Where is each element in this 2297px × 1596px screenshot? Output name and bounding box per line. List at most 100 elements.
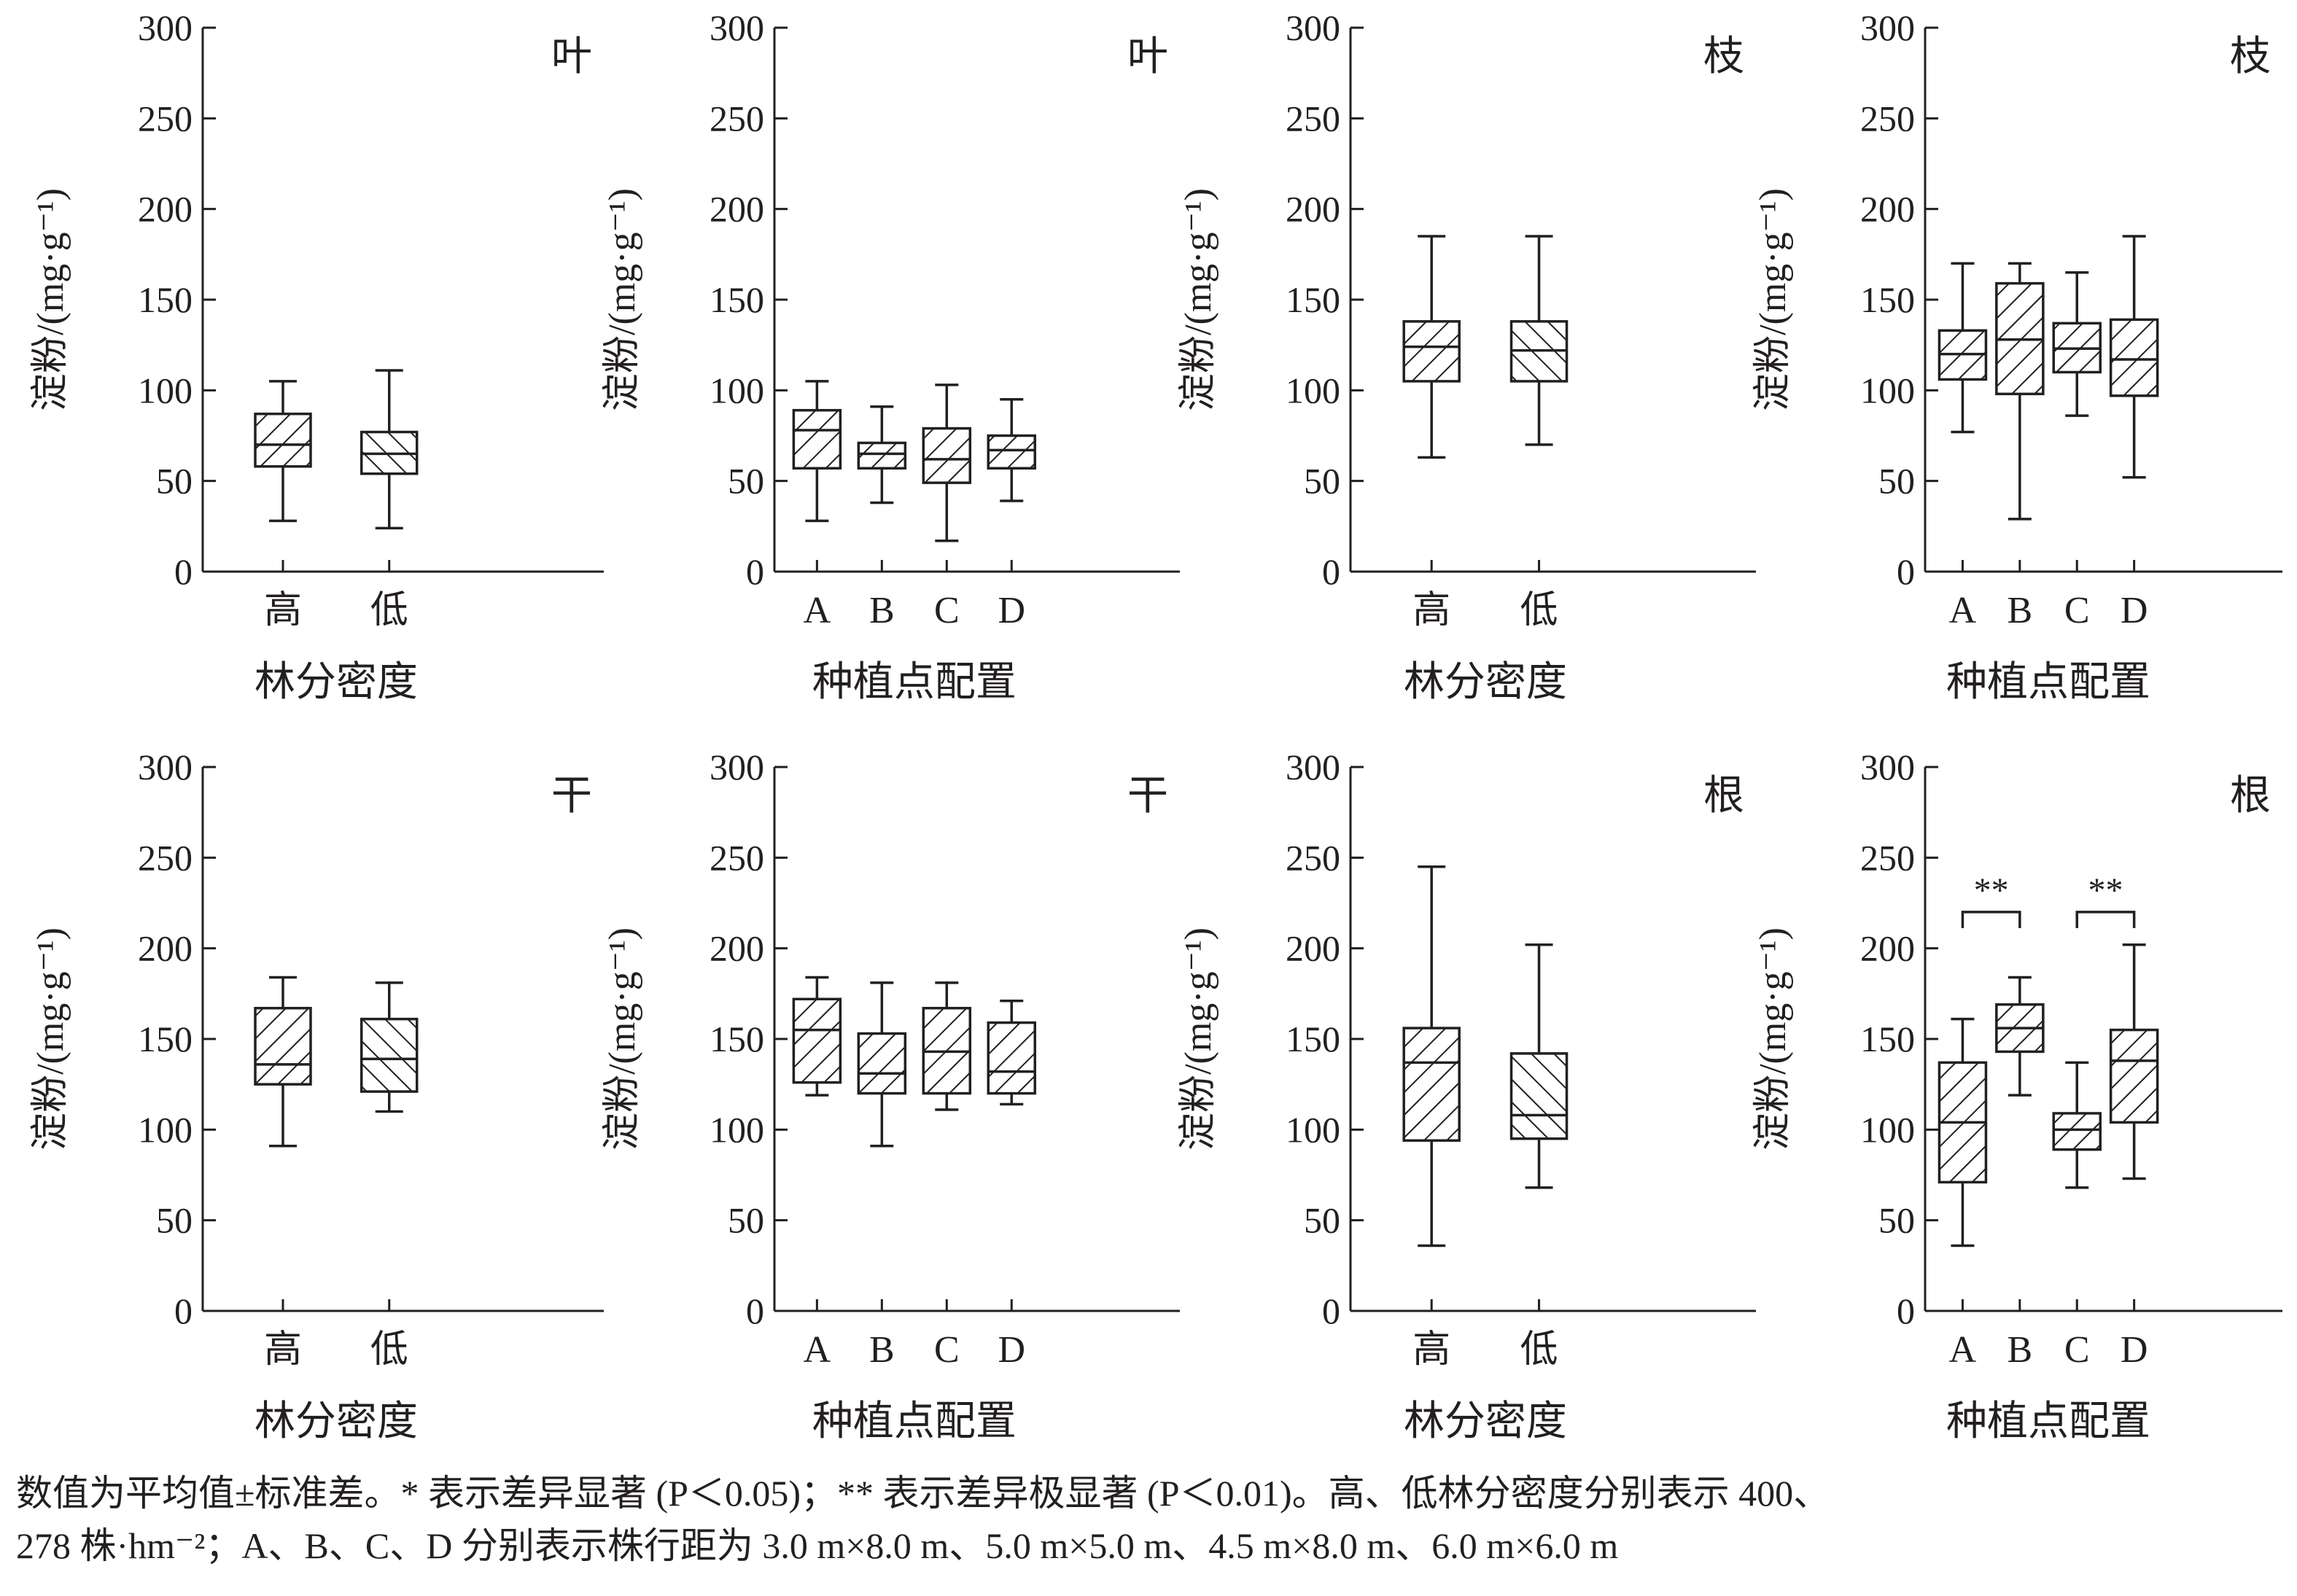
chart-panel-8: 0 50 100 150 200 250 300 淀粉/(mg·g⁻¹) 根 A B C D 种植点配置 *… [1752,747,2282,1444]
y-tick-label: 150 [138,279,193,320]
y-tick-label: 250 [710,98,764,139]
iqr-box [792,997,842,1084]
iqr-box [857,441,907,470]
box-A [1938,262,1988,434]
chart-panel-4: 0 50 100 150 200 250 300 淀粉/(mg·g⁻¹) 枝 A B C D 种植点配置 [1752,7,2282,705]
iqr-box [1402,320,1461,383]
chart-panel-3: 0 50 100 150 200 250 300 淀粉/(mg·g⁻¹) 枝高 低林分密度 [1178,7,1756,705]
panel-tag: 干 [1127,774,1168,819]
y-tick-label: 150 [710,279,764,320]
chart-panel-2: 0 50 100 150 200 250 300 淀粉/(mg·g⁻¹) 叶 A B C D 种植点配置 [602,7,1180,705]
x-category-label: D [998,590,1025,631]
x-axis-title: 种植点配置 [812,1399,1017,1444]
y-tick-label: 150 [1860,1019,1915,1059]
y-tick-label: 100 [1860,1109,1915,1150]
box-C [2052,270,2102,417]
y-axis-title: 淀粉/(mg·g⁻¹) [602,927,643,1151]
y-tick-label: 150 [138,1019,193,1059]
y-tick-label: 200 [1286,189,1340,230]
iqr-box [922,427,972,484]
box-B [857,981,907,1148]
x-category-label: C [2064,1329,2090,1371]
y-axis-title: 淀粉/(mg·g⁻¹) [30,927,71,1151]
y-tick-label: 50 [156,461,193,502]
iqr-box [2052,1112,2102,1151]
significance-bracket: ** [2075,871,2136,928]
y-tick-label: 150 [1286,1019,1340,1059]
x-category-label: A [1949,590,1977,631]
y-tick-label: 0 [746,1291,764,1331]
y-tick-label: 200 [1286,928,1340,969]
bracket-line [2075,911,2136,928]
panel-tag: 叶 [1127,34,1168,79]
panel-tag: 根 [1703,774,1744,819]
y-tick-label: 250 [1286,98,1340,139]
y-axis-title: 淀粉/(mg·g⁻¹) [30,188,71,411]
y-tick-label: 200 [710,928,764,969]
chart-panel-1: 0 50 100 150 200 250 300 淀粉/(mg·g⁻¹) 叶高 低林分密度 [30,7,604,705]
y-tick-label: 300 [138,747,193,787]
box-低 [360,981,419,1113]
x-category-label: 低 [1520,1329,1558,1371]
y-tick-label: 300 [1286,747,1340,787]
caption-line-1: 数值为平均值±标准差。* 表示差异显著 (P＜0.05)；** 表示差异极显著 … [16,1473,1830,1514]
box-D [2109,235,2159,479]
y-tick-label: 100 [1286,1109,1340,1150]
box-低 [1509,235,1569,446]
x-category-label: B [2008,590,2033,631]
iqr-box [987,434,1037,470]
panel-tag: 根 [2230,774,2271,819]
y-tick-label: 150 [710,1019,764,1059]
significance-label: ** [2088,871,2123,910]
x-category-label: 高 [264,590,302,631]
panel-tag: 枝 [2230,34,2271,79]
x-axis-title: 种植点配置 [1946,660,2150,705]
iqr-box [987,1021,1037,1095]
y-tick-label: 0 [746,551,764,592]
y-tick-label: 200 [1860,189,1915,230]
iqr-box [1402,1027,1461,1142]
y-tick-label: 100 [710,370,764,410]
box-C [922,384,972,542]
iqr-box [2109,1028,2159,1124]
box-C [922,981,972,1111]
x-axis-title: 种植点配置 [1946,1399,2150,1444]
y-tick-label: 0 [174,551,193,592]
x-category-label: A [804,590,831,631]
iqr-box [360,1017,419,1093]
panel-tag: 叶 [551,34,592,79]
bracket-line [1961,911,2021,928]
y-tick-label: 300 [710,747,764,787]
y-tick-label: 300 [1860,7,1915,48]
box-B [1995,976,2045,1097]
x-category-label: 高 [264,1329,302,1371]
x-category-label: B [869,590,895,631]
x-category-label: 低 [370,590,408,631]
x-category-label: 高 [1412,590,1450,631]
panel-tag: 干 [551,774,592,819]
y-tick-label: 150 [1860,279,1915,320]
box-高 [1402,235,1461,459]
y-tick-label: 50 [1304,461,1340,502]
x-category-label: C [934,1329,960,1371]
y-tick-label: 0 [1322,1291,1340,1331]
significance-bracket: ** [1961,871,2021,928]
y-tick-label: 200 [138,928,193,969]
y-tick-label: 300 [138,7,193,48]
y-tick-label: 200 [710,189,764,230]
y-tick-label: 250 [138,98,193,139]
box-D [987,1000,1037,1106]
y-tick-label: 300 [710,7,764,48]
figure-caption: 数值为平均值±标准差。* 表示差异显著 (P＜0.05)；** 表示差异极显著 … [16,1467,2284,1572]
iqr-box [254,1006,312,1086]
y-tick-label: 50 [1878,1200,1915,1241]
x-category-label: A [1949,1329,1977,1371]
x-category-label: 高 [1412,1329,1450,1371]
box-A [792,976,842,1097]
box-高 [1402,865,1461,1247]
significance-label: ** [1974,871,2009,910]
caption-line-2: 278 株·hm⁻²；A、B、C、D 分别表示株行距为 3.0 m×8.0 m、… [16,1525,1619,1566]
y-tick-label: 200 [1860,928,1915,969]
x-axis-title: 种植点配置 [812,660,1017,705]
